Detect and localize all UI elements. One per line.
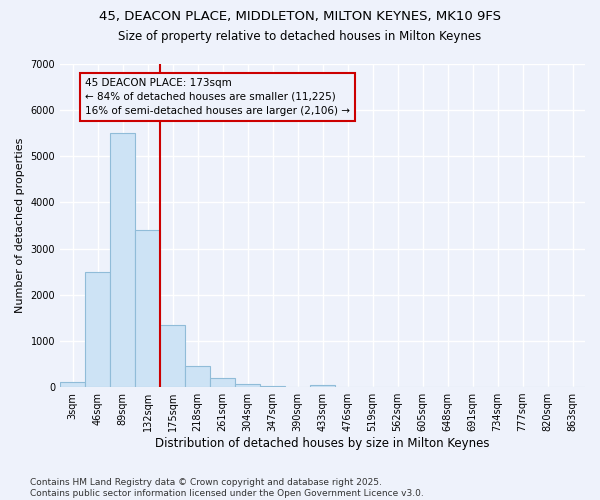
X-axis label: Distribution of detached houses by size in Milton Keynes: Distribution of detached houses by size … xyxy=(155,437,490,450)
Bar xyxy=(260,386,285,387)
Bar xyxy=(210,378,235,387)
Text: Size of property relative to detached houses in Milton Keynes: Size of property relative to detached ho… xyxy=(118,30,482,43)
Bar xyxy=(310,385,335,387)
Text: 45 DEACON PLACE: 173sqm
← 84% of detached houses are smaller (11,225)
16% of sem: 45 DEACON PLACE: 173sqm ← 84% of detache… xyxy=(85,78,350,116)
Bar xyxy=(85,272,110,387)
Bar xyxy=(185,366,210,387)
Y-axis label: Number of detached properties: Number of detached properties xyxy=(15,138,25,313)
Bar xyxy=(235,384,260,387)
Bar xyxy=(60,382,85,387)
Text: Contains HM Land Registry data © Crown copyright and database right 2025.
Contai: Contains HM Land Registry data © Crown c… xyxy=(30,478,424,498)
Bar xyxy=(160,325,185,387)
Bar xyxy=(135,230,160,387)
Text: 45, DEACON PLACE, MIDDLETON, MILTON KEYNES, MK10 9FS: 45, DEACON PLACE, MIDDLETON, MILTON KEYN… xyxy=(99,10,501,23)
Bar xyxy=(110,133,135,387)
